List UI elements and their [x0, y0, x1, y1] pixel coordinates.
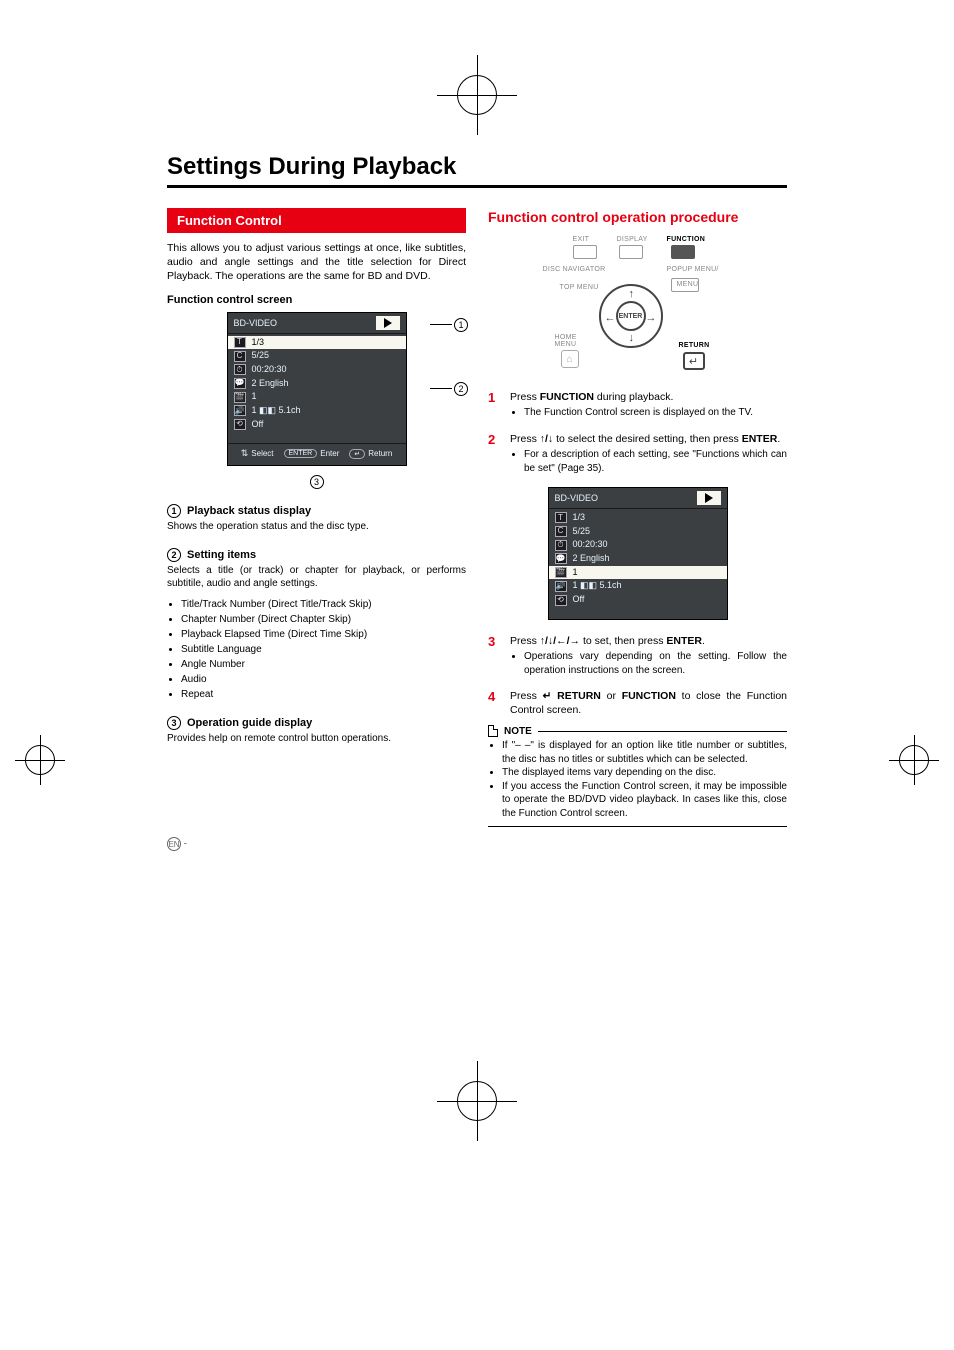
osd-panel-2: BD-VIDEO T1/3 C5/25 ⏱00:20:30 💬2 English…	[548, 487, 728, 620]
item-2-bullets: Title/Track Number (Direct Title/Track S…	[167, 597, 466, 702]
osd-rows: T1/3 C5/25 ⏱00:20:30 💬2 English 🎬1 🔊1 ◧◧…	[228, 334, 406, 434]
page-content: Settings During Playback Function Contro…	[167, 153, 787, 851]
note-end-rule	[488, 826, 787, 827]
step-4: 4 Press ↵ RETURN or FUNCTION to close th…	[488, 689, 787, 717]
page-title: Settings During Playback	[167, 153, 787, 188]
item-3-desc: Provides help on remote control button o…	[167, 732, 466, 746]
time-icon: ⏱	[234, 364, 246, 375]
right-subheading: Function control operation procedure	[488, 208, 787, 226]
step-2-text: Press ↑/↓ to select the desired setting,…	[510, 433, 780, 445]
osd-panel: BD-VIDEO T1/3 C5/25 ⏱00:20:30 💬2 English…	[227, 312, 407, 467]
play-icon	[697, 491, 721, 505]
intro-text: This allows you to adjust various settin…	[167, 241, 466, 284]
item-2-desc: Selects a title (or track) or chapter fo…	[167, 564, 466, 591]
osd-header: BD-VIDEO	[234, 318, 278, 328]
step-4-text: Press ↵ RETURN or FUNCTION to close the …	[510, 690, 787, 716]
return-button: ↵	[683, 352, 705, 370]
section-banner: Function Control	[167, 208, 466, 233]
crop-mark-top	[437, 55, 517, 135]
step-3-text: Press ↑/↓/←/→ to set, then press ENTER.	[510, 635, 705, 647]
screen-label: Function control screen	[167, 294, 466, 306]
angle-icon: 🎬	[234, 392, 246, 403]
item-1-desc: Shows the operation status and the disc …	[167, 520, 466, 534]
page-footer-marker: EN -	[167, 837, 787, 851]
subtitle-icon: 💬	[234, 378, 246, 389]
crop-mark-right	[889, 735, 939, 785]
dpad: ENTER ↑ ↓ ← →	[599, 284, 663, 348]
audio-icon: 🔊	[234, 405, 246, 416]
note-heading: NOTE	[488, 725, 787, 737]
osd-figure: BD-VIDEO T1/3 C5/25 ⏱00:20:30 💬2 English…	[167, 312, 466, 491]
crop-mark-left	[15, 735, 65, 785]
callout-2: 2	[454, 382, 468, 396]
function-button	[671, 245, 695, 259]
step-3: 3 Press ↑/↓/←/→ to set, then press ENTER…	[488, 634, 787, 683]
item-3-head: 3 Operation guide display	[167, 716, 466, 730]
note-list: If "– –" is displayed for an option like…	[488, 739, 787, 820]
callout-1: 1	[454, 318, 468, 332]
home-button: ⌂	[561, 350, 579, 368]
step-2: 2 Press ↑/↓ to select the desired settin…	[488, 432, 787, 481]
step-1: 1 Press FUNCTION during playback. The Fu…	[488, 390, 787, 426]
note-icon	[488, 725, 498, 737]
play-icon	[376, 316, 400, 330]
chapter-icon: C	[234, 351, 246, 362]
item-1-head: 1 Playback status display	[167, 504, 466, 518]
callout-3: 3	[310, 475, 324, 489]
repeat-icon: ⟲	[234, 419, 246, 430]
item-2-head: 2 Setting items	[167, 548, 466, 562]
osd-guide: ⇅Select ENTEREnter ↵Return	[228, 443, 406, 465]
left-column: Function Control This allows you to adju…	[167, 208, 466, 827]
right-column: Function control operation procedure EXI…	[488, 208, 787, 827]
enter-button: ENTER	[616, 301, 646, 331]
remote-figure: EXIT DISPLAY FUNCTION DISC NAVIGATOR POP…	[543, 236, 733, 376]
step-1-text: Press FUNCTION during playback.	[510, 391, 673, 403]
crop-mark-bottom	[437, 1061, 517, 1141]
title-icon: T	[234, 337, 246, 348]
